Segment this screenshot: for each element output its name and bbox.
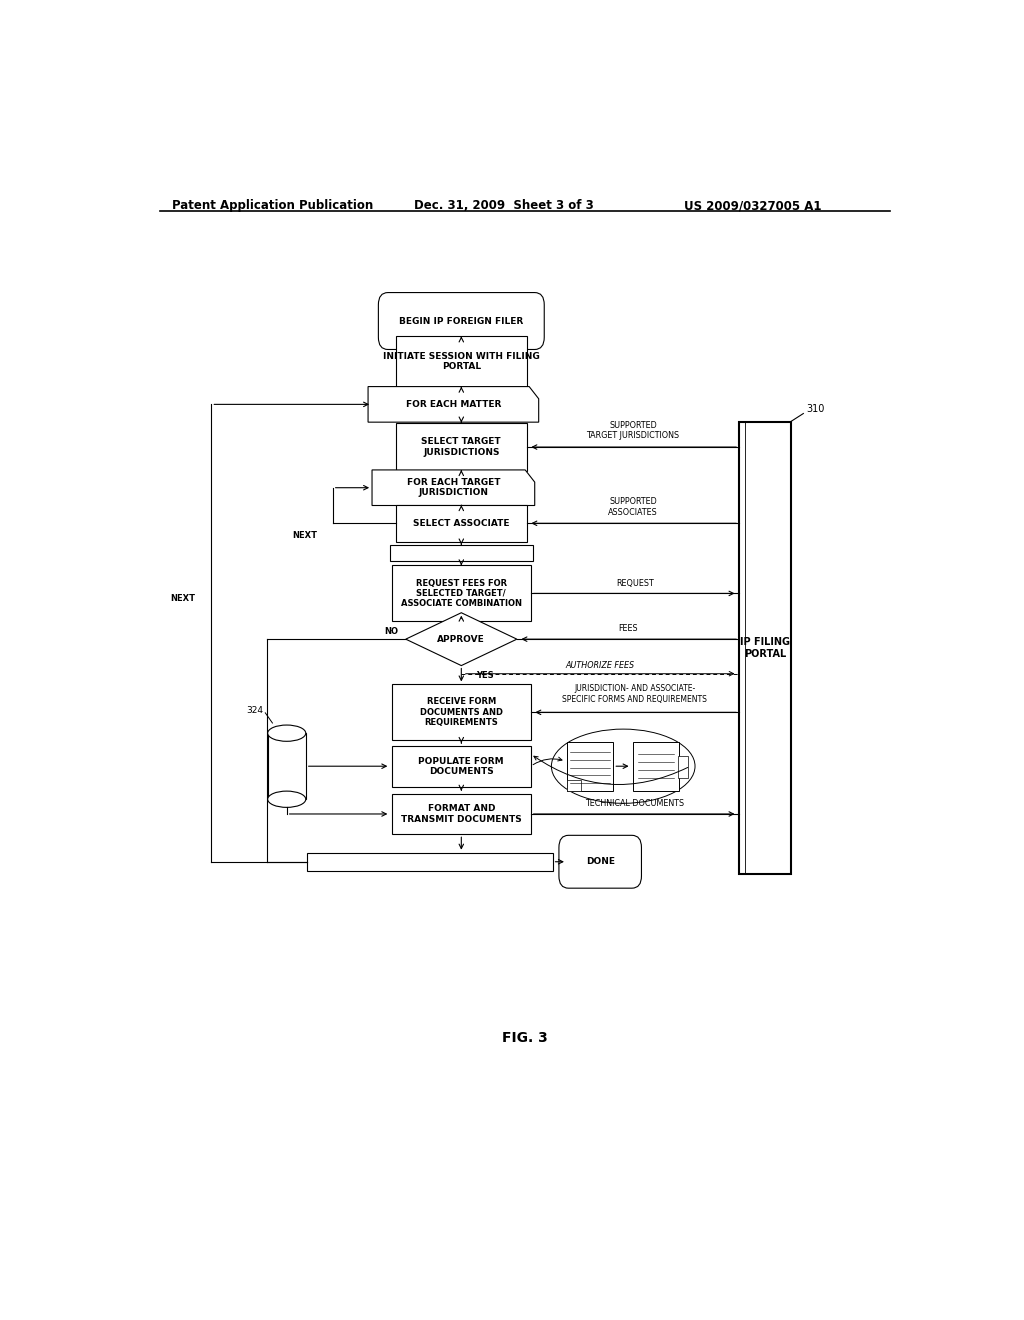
Bar [396, 337, 526, 387]
Bar [396, 506, 526, 541]
Text: SUPPORTED
ASSOCIATES: SUPPORTED ASSOCIATES [608, 498, 657, 516]
Text: US 2009/0327005 A1: US 2009/0327005 A1 [684, 199, 821, 213]
Text: DONE: DONE [586, 857, 614, 866]
Text: REQUEST: REQUEST [616, 578, 653, 587]
Bar [390, 545, 532, 561]
Text: TECHNICAL DOCUMENTS: TECHNICAL DOCUMENTS [586, 800, 684, 808]
Bar [392, 793, 530, 834]
Bar [567, 780, 581, 791]
Text: NEXT: NEXT [292, 531, 316, 540]
Bar [567, 742, 613, 791]
Text: YES: YES [475, 672, 494, 680]
Bar [633, 742, 679, 791]
Ellipse shape [267, 791, 306, 808]
Text: AUTHORIZE FEES: AUTHORIZE FEES [565, 661, 635, 671]
Text: BEGIN IP FOREIGN FILER: BEGIN IP FOREIGN FILER [399, 317, 523, 326]
Bar [678, 756, 688, 779]
Text: IP FILING
PORTAL: IP FILING PORTAL [740, 638, 790, 659]
Bar [267, 733, 306, 799]
Polygon shape [368, 387, 539, 422]
Ellipse shape [267, 725, 306, 742]
Text: 324: 324 [247, 706, 264, 715]
Bar [739, 421, 791, 874]
Text: Dec. 31, 2009  Sheet 3 of 3: Dec. 31, 2009 Sheet 3 of 3 [414, 199, 594, 213]
Text: SELECT ASSOCIATE: SELECT ASSOCIATE [413, 519, 510, 528]
Text: FORMAT AND
TRANSMIT DOCUMENTS: FORMAT AND TRANSMIT DOCUMENTS [401, 804, 521, 824]
Text: Patent Application Publication: Patent Application Publication [172, 199, 373, 213]
FancyBboxPatch shape [559, 836, 641, 888]
Bar [306, 853, 553, 871]
Text: REQUEST FEES FOR
SELECTED TARGET/
ASSOCIATE COMBINATION: REQUEST FEES FOR SELECTED TARGET/ ASSOCI… [400, 578, 522, 609]
Polygon shape [372, 470, 535, 506]
Text: RECEIVE FORM
DOCUMENTS AND
REQUIREMENTS: RECEIVE FORM DOCUMENTS AND REQUIREMENTS [420, 697, 503, 727]
Bar [392, 746, 530, 787]
Text: APPROVE: APPROVE [437, 635, 485, 644]
Text: FOR EACH MATTER: FOR EACH MATTER [406, 400, 501, 409]
Bar [745, 421, 791, 874]
Text: INITIATE SESSION WITH FILING
PORTAL: INITIATE SESSION WITH FILING PORTAL [383, 352, 540, 371]
Text: FOR EACH TARGET
JURISDICTION: FOR EACH TARGET JURISDICTION [407, 478, 500, 498]
Text: NO: NO [384, 627, 398, 635]
Text: SELECT TARGET
JURISDICTIONS: SELECT TARGET JURISDICTIONS [422, 437, 501, 457]
Text: 310: 310 [807, 404, 825, 414]
Bar [396, 422, 526, 471]
FancyBboxPatch shape [379, 293, 544, 350]
Text: JURISDICTION- AND ASSOCIATE-
SPECIFIC FORMS AND REQUIREMENTS: JURISDICTION- AND ASSOCIATE- SPECIFIC FO… [562, 684, 708, 704]
Text: POPULATE FORM
DOCUMENTS: POPULATE FORM DOCUMENTS [419, 756, 504, 776]
Text: NEXT: NEXT [170, 594, 196, 603]
Text: FEES: FEES [618, 624, 638, 634]
Bar [392, 565, 530, 622]
Text: SUPPORTED
TARGET JURISDICTIONS: SUPPORTED TARGET JURISDICTIONS [587, 421, 680, 441]
Bar [392, 684, 530, 741]
Text: FIG. 3: FIG. 3 [502, 1031, 548, 1044]
Polygon shape [406, 612, 517, 665]
